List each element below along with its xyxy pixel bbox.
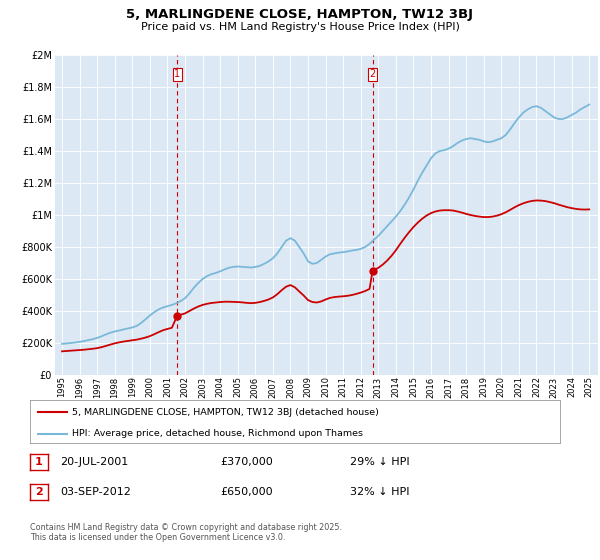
Text: Price paid vs. HM Land Registry's House Price Index (HPI): Price paid vs. HM Land Registry's House … (140, 22, 460, 32)
Text: 2: 2 (35, 487, 43, 497)
Text: £370,000: £370,000 (220, 457, 273, 467)
Text: 29% ↓ HPI: 29% ↓ HPI (350, 457, 410, 467)
Text: Contains HM Land Registry data © Crown copyright and database right 2025.
This d: Contains HM Land Registry data © Crown c… (30, 522, 342, 542)
Text: £650,000: £650,000 (220, 487, 272, 497)
Text: HPI: Average price, detached house, Richmond upon Thames: HPI: Average price, detached house, Rich… (73, 429, 364, 438)
Text: 32% ↓ HPI: 32% ↓ HPI (350, 487, 409, 497)
Text: 1: 1 (174, 69, 180, 80)
Text: 1: 1 (35, 457, 43, 467)
Text: 2: 2 (370, 69, 376, 80)
Text: 03-SEP-2012: 03-SEP-2012 (60, 487, 131, 497)
Text: 5, MARLINGDENE CLOSE, HAMPTON, TW12 3BJ (detached house): 5, MARLINGDENE CLOSE, HAMPTON, TW12 3BJ … (73, 408, 379, 417)
Text: 5, MARLINGDENE CLOSE, HAMPTON, TW12 3BJ: 5, MARLINGDENE CLOSE, HAMPTON, TW12 3BJ (127, 8, 473, 21)
Text: 20-JUL-2001: 20-JUL-2001 (60, 457, 128, 467)
